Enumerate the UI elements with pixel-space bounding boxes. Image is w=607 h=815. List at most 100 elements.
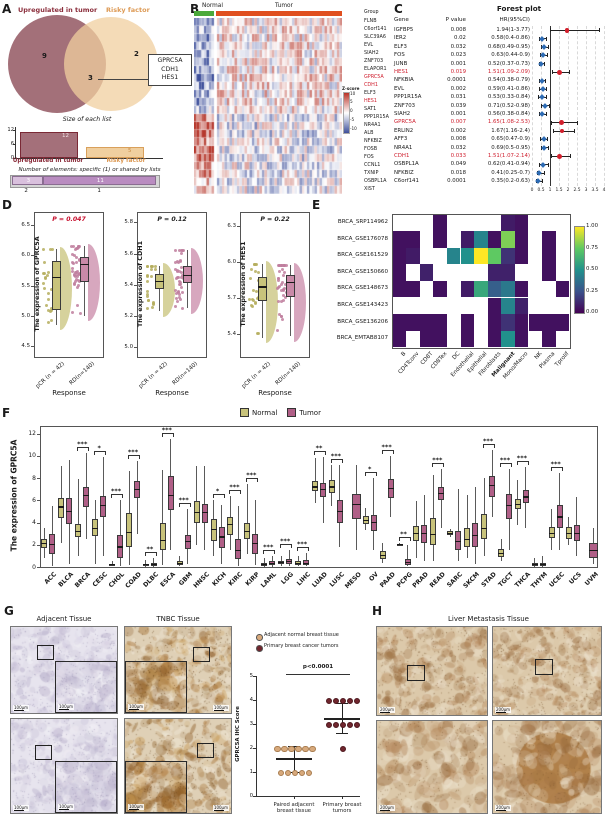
list-size-title: Size of each list bbox=[62, 116, 112, 123]
colorbar-tick: 0.00 bbox=[586, 309, 599, 315]
median-line bbox=[387, 487, 394, 489]
box bbox=[257, 277, 267, 302]
segment-value: 3 bbox=[26, 178, 31, 184]
jitter-dot bbox=[280, 267, 284, 271]
scale-bar: 100μm bbox=[128, 803, 145, 810]
median-line bbox=[370, 521, 377, 524]
dataset-label: BRCA_GSE136206 bbox=[337, 318, 388, 325]
score-dot bbox=[339, 697, 347, 705]
score-dot bbox=[302, 745, 309, 753]
sig-stars: *** bbox=[229, 482, 240, 491]
stacked-segment: 3 bbox=[12, 176, 43, 185]
forest-pvalue: 0.019 bbox=[450, 69, 466, 75]
jitter-dot bbox=[277, 270, 281, 274]
ci-cap bbox=[548, 45, 550, 49]
ci-cap bbox=[541, 145, 542, 150]
panel-g: G Adjacent Tissue TNBC Tissue 100μm 100μm… bbox=[2, 604, 370, 815]
dataset-label: BRCA_GSE148673 bbox=[337, 285, 388, 292]
venn-right-label: Risky factor bbox=[106, 6, 150, 14]
scale-bar: 200μm bbox=[379, 804, 396, 811]
jitter-dot bbox=[277, 284, 281, 288]
ci-cap bbox=[546, 87, 548, 91]
sig-stars: ** bbox=[146, 545, 154, 554]
mean-line bbox=[276, 758, 312, 760]
scale-bar: 100μm bbox=[13, 704, 30, 711]
heatmap-cell bbox=[392, 280, 407, 298]
jitter-dot bbox=[77, 258, 81, 262]
panel-d: D The expression of GPRC5A 6.5 6.0 5.5 5.0 4.… bbox=[2, 198, 310, 404]
heatmap-cell bbox=[542, 247, 556, 265]
box bbox=[481, 513, 488, 540]
score-dot bbox=[332, 721, 340, 729]
jitter-dot bbox=[179, 280, 183, 284]
jitter-dot bbox=[256, 331, 260, 335]
median-line bbox=[548, 533, 555, 535]
median-line bbox=[522, 496, 529, 498]
tick-mark bbox=[37, 455, 40, 457]
half-violin bbox=[163, 263, 175, 317]
median-line bbox=[421, 533, 428, 535]
tick-mark bbox=[31, 225, 34, 227]
sig-bracket bbox=[212, 494, 225, 499]
forest-title: Forest plot bbox=[496, 4, 542, 13]
x-tick: 1.5 bbox=[555, 187, 563, 193]
whisker bbox=[254, 500, 256, 565]
median-line bbox=[58, 506, 65, 508]
score-dot bbox=[298, 769, 306, 777]
legend-tick: -10 bbox=[350, 125, 357, 131]
zscore-legend: Z-score 10 5 0 -5 -10 bbox=[342, 86, 364, 138]
y-tick: 6 bbox=[4, 141, 14, 147]
half-violin bbox=[88, 243, 100, 322]
median-line bbox=[539, 563, 546, 565]
jitter-dot bbox=[250, 305, 254, 309]
gene-label: SLC39A6 bbox=[364, 33, 386, 40]
whisker bbox=[263, 558, 265, 567]
median-line bbox=[336, 510, 343, 513]
legend-title: Z-score bbox=[342, 86, 360, 91]
jitter-dot bbox=[250, 298, 254, 302]
y-tick: 3 bbox=[249, 721, 253, 727]
sig-bracket bbox=[364, 472, 377, 477]
median-line bbox=[514, 504, 521, 506]
heatmap-cell bbox=[392, 247, 407, 265]
ci-cap bbox=[546, 95, 548, 100]
heatmap-cell bbox=[501, 231, 515, 248]
heatmap-cell bbox=[542, 231, 556, 248]
forest-pvalue: 0.0001 bbox=[447, 178, 466, 185]
forest-hr: 0.53(0.33-0.84) bbox=[487, 94, 530, 101]
median-line bbox=[100, 505, 107, 507]
y-tick: 5.4 bbox=[227, 330, 236, 337]
zoom-inset: 100μm bbox=[125, 761, 187, 813]
jitter-dot bbox=[153, 264, 157, 268]
median-line bbox=[573, 533, 580, 535]
histology-image: 200μm bbox=[492, 720, 602, 814]
sig-bracket bbox=[178, 503, 191, 508]
forest-hr: 1.94(1-3.77) bbox=[496, 27, 530, 33]
jitter-dot bbox=[277, 277, 281, 281]
whisker bbox=[153, 558, 155, 567]
x-group-label: tumors bbox=[332, 808, 352, 815]
forest-gene: HES1 bbox=[394, 69, 409, 75]
jitter-dot bbox=[252, 262, 256, 266]
jitter-dot bbox=[250, 304, 254, 308]
tick-mark bbox=[31, 315, 34, 317]
heatmap-cell bbox=[433, 280, 447, 298]
group-strip-label: Group bbox=[364, 10, 379, 15]
box bbox=[210, 519, 217, 542]
heatmap-cell bbox=[433, 330, 447, 348]
score-dot bbox=[346, 697, 354, 705]
y-tick: 2 bbox=[32, 541, 36, 549]
hr-dot-protective bbox=[538, 77, 545, 84]
box bbox=[167, 475, 174, 511]
ci-cap bbox=[539, 162, 541, 167]
whisker bbox=[432, 474, 434, 562]
x-tick bbox=[341, 796, 343, 799]
median-line bbox=[303, 562, 310, 564]
jitter-dot bbox=[72, 244, 76, 248]
heatmap-cell bbox=[555, 280, 570, 298]
sig-bracket bbox=[246, 477, 259, 482]
jitter-dot bbox=[42, 272, 46, 276]
forest-pvalue: 0.031 bbox=[450, 94, 466, 101]
whisker bbox=[457, 489, 459, 562]
inset-marker bbox=[35, 745, 52, 760]
